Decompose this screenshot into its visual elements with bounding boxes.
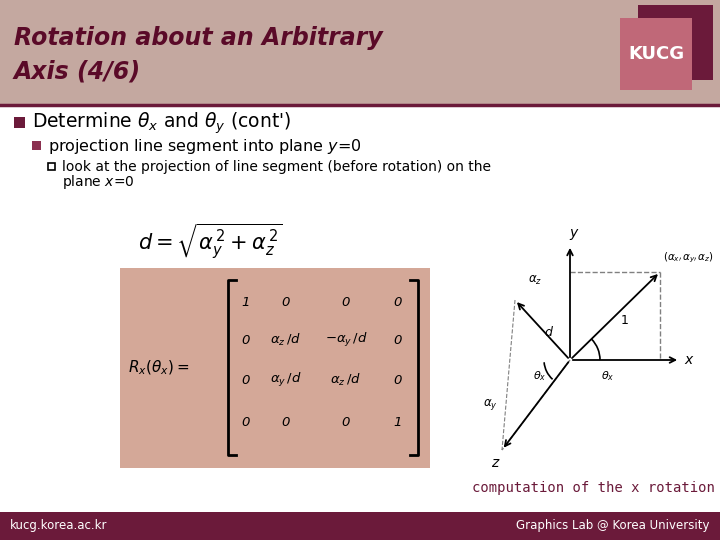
Text: Determine $\theta_x$ and $\theta_y$ (cont'): Determine $\theta_x$ and $\theta_y$ (con… [32,110,292,136]
Bar [638,5,713,80]
Text: Graphics Lab @ Korea University: Graphics Lab @ Korea University [516,519,710,532]
Text: plane $\mathit{x}$=0: plane $\mathit{x}$=0 [62,173,135,191]
Text: KUCG: KUCG [628,45,684,63]
Bar [14,117,25,128]
Text: d: d [544,326,552,339]
Text: 0: 0 [242,416,250,429]
Text: $(\alpha_{x\prime}\,\alpha_{y\prime}\,\alpha_z)$: $(\alpha_{x\prime}\,\alpha_{y\prime}\,\a… [663,251,714,265]
Text: $\theta_x$: $\theta_x$ [534,369,546,383]
Text: $\theta_x$: $\theta_x$ [601,369,615,383]
Bar [32,141,41,150]
Text: 1: 1 [394,416,402,429]
Text: 1: 1 [621,314,629,327]
Bar [620,18,692,90]
Text: $\alpha_z\,/d$: $\alpha_z\,/d$ [330,372,361,388]
Text: $\alpha_z\,/d$: $\alpha_z\,/d$ [271,332,302,348]
Text: look at the projection of line segment (before rotation) on the: look at the projection of line segment (… [62,160,491,174]
Text: 0: 0 [342,416,350,429]
Text: 0: 0 [242,374,250,387]
Text: y: y [569,226,577,240]
Text: Rotation about an Arbitrary: Rotation about an Arbitrary [14,26,383,50]
Text: computation of the x rotation: computation of the x rotation [472,481,715,495]
Text: $-\alpha_y\,/d$: $-\alpha_y\,/d$ [325,331,367,349]
Bar [48,163,55,170]
Text: x: x [684,353,692,367]
Text: z: z [491,456,498,470]
Text: projection line segment into plane $\mathit{y}$=0: projection line segment into plane $\mat… [48,137,361,156]
Bar [0,0,720,105]
Text: 0: 0 [282,295,290,308]
Text: kucg.korea.ac.kr: kucg.korea.ac.kr [10,519,107,532]
Text: 0: 0 [394,295,402,308]
Text: $\alpha_y$: $\alpha_y$ [482,397,498,413]
Text: $\alpha_y\,/d$: $\alpha_y\,/d$ [270,371,302,389]
Text: Axis (4/6): Axis (4/6) [14,60,141,84]
Text: $d = \sqrt{\alpha_y^{\,2} + \alpha_z^{\,2}}$: $d = \sqrt{\alpha_y^{\,2} + \alpha_z^{\,… [138,222,282,262]
Text: 0: 0 [342,295,350,308]
Text: 0: 0 [282,416,290,429]
Text: 0: 0 [394,374,402,387]
Text: $\alpha_z$: $\alpha_z$ [528,273,542,287]
Text: $R_x(\theta_x)=$: $R_x(\theta_x)=$ [128,359,189,377]
Text: 0: 0 [242,334,250,347]
Text: 1: 1 [242,295,250,308]
Bar [120,268,430,468]
Text: 0: 0 [394,334,402,347]
Bar [0,512,720,540]
